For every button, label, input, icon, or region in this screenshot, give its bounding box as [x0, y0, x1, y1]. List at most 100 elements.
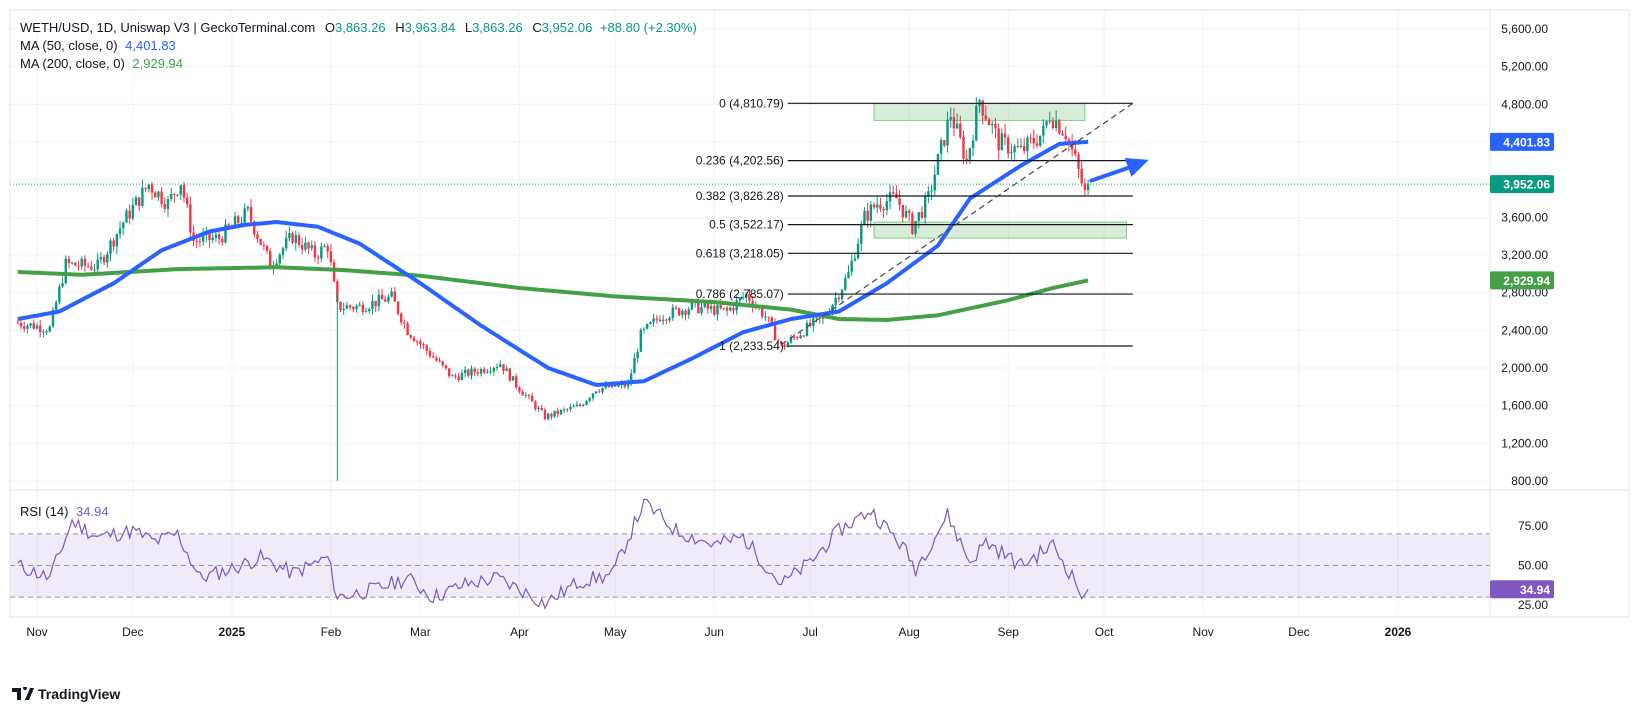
ma200-legend[interactable]: MA (200, close, 0) 2,929.94: [20, 56, 183, 71]
candle-body: [495, 366, 499, 368]
footer-brand[interactable]: TradingView: [12, 686, 120, 702]
candle-body: [1064, 135, 1067, 140]
candle-body: [936, 153, 940, 175]
candle-body: [483, 369, 486, 373]
candle-body: [789, 337, 793, 343]
fib-level-label: 0.618 (3,218.05): [696, 246, 784, 260]
candle-body: [499, 364, 502, 367]
candle-body: [307, 242, 310, 249]
candle-body: [1058, 120, 1061, 134]
candle-body: [1019, 145, 1023, 147]
candle-body: [773, 323, 777, 341]
candle-body: [393, 291, 397, 302]
candle-body: [991, 124, 994, 126]
candle-body: [157, 191, 160, 198]
candle-body: [930, 190, 933, 192]
candle-body: [856, 243, 860, 259]
candle-body: [722, 307, 726, 309]
candle-body: [342, 308, 345, 310]
candle-body: [863, 210, 866, 225]
candle-body: [709, 306, 713, 309]
candle-body: [668, 318, 671, 321]
candle-body: [738, 297, 742, 301]
candle-body: [415, 341, 419, 343]
candle-body: [652, 318, 655, 323]
candle-body: [530, 395, 534, 402]
candle-body: [508, 368, 512, 381]
candle-body: [447, 368, 451, 377]
ma50-legend[interactable]: MA (50, close, 0) 4,401.83: [20, 38, 176, 53]
candle-body: [310, 245, 313, 249]
y-tick-label: 5,200.00: [1501, 60, 1548, 74]
candle-body: [853, 258, 857, 261]
candle-body: [339, 301, 342, 310]
candle-body: [1042, 125, 1045, 136]
drawings: [10, 102, 1490, 345]
candle-body: [927, 191, 930, 196]
candle-body: [201, 235, 205, 242]
candle-body: [198, 241, 202, 243]
candle-body: [1074, 149, 1077, 155]
candle-body: [1029, 137, 1032, 139]
candle-body: [329, 251, 333, 263]
candle-body: [780, 341, 783, 345]
candle-body: [221, 238, 224, 243]
candle-body: [323, 246, 326, 248]
candle-body: [658, 319, 662, 322]
candle-body: [540, 407, 543, 411]
candle-body: [419, 341, 422, 345]
candle-body: [58, 286, 61, 303]
y-tick-label: 1,200.00: [1501, 436, 1548, 450]
candle-body: [42, 331, 45, 333]
ma200-label: MA (200, close, 0): [20, 56, 125, 71]
y-tick-label: 4,800.00: [1501, 97, 1548, 111]
candle-body: [684, 310, 687, 315]
candle-body: [265, 245, 269, 252]
candle-body: [786, 342, 789, 348]
candle-body: [35, 325, 39, 329]
candle-body: [946, 119, 949, 146]
candle-body: [326, 246, 329, 252]
candle-body: [355, 305, 358, 310]
candle-body: [457, 376, 460, 381]
candle-body: [1038, 135, 1042, 146]
candle-body: [515, 376, 518, 388]
candle-body: [1048, 120, 1051, 122]
last-price-tag: 3,952.06: [1503, 178, 1550, 192]
candle-body: [1054, 120, 1058, 129]
candle-body: [569, 406, 572, 410]
candle-body: [320, 246, 323, 259]
candle-body: [259, 238, 262, 245]
y-tick-label: 3,200.00: [1501, 248, 1548, 262]
candle-body: [304, 242, 307, 250]
candle-body: [77, 265, 80, 267]
candle-body: [745, 293, 748, 298]
change-value: +88.80 (+2.30%): [599, 20, 697, 35]
candle-body: [134, 197, 138, 206]
candle-body: [189, 204, 192, 233]
candle-body: [444, 365, 448, 369]
candle-body: [368, 309, 371, 312]
candle-body: [313, 245, 317, 258]
candle-body: [451, 375, 454, 377]
candle-body: [99, 257, 103, 260]
candle-body: [770, 317, 774, 324]
candle-body: [994, 124, 997, 129]
candle-body: [901, 204, 905, 218]
candle-body: [102, 257, 106, 263]
candle-body: [214, 234, 218, 238]
candle-body: [885, 201, 889, 211]
candle-body: [431, 356, 435, 358]
candle-body: [697, 301, 700, 314]
x-tick-label: Nov: [1192, 625, 1213, 639]
candle-body: [406, 323, 409, 335]
brand-name: TradingView: [38, 686, 121, 702]
candle-body: [962, 136, 965, 159]
candle-body: [96, 259, 99, 270]
candle-body: [876, 204, 879, 208]
candle-body: [997, 128, 1000, 151]
candle-body: [492, 367, 496, 372]
rsi-legend[interactable]: RSI (14) 34.94: [20, 504, 109, 519]
candle-body: [872, 204, 876, 208]
